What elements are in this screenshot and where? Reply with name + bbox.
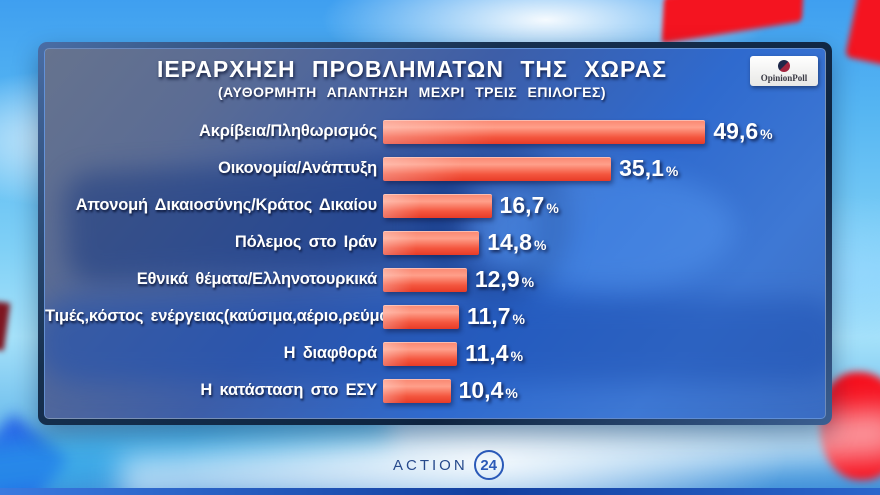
bar-label: Εθνικά θέματα/Ελληνοτουρκικά (136, 270, 378, 288)
bar-row: Ακρίβεια/Πληθωρισμός 49,6% (45, 113, 825, 150)
bar-value-wrap: 11,4% (465, 340, 523, 367)
bar-label: Οικονομία/Ανάπτυξη (218, 159, 377, 177)
bar-rows: Ακρίβεια/Πληθωρισμός 49,6% Οικονομία/Ανά… (45, 113, 825, 409)
bar (383, 230, 480, 255)
bar-unit: % (533, 237, 547, 253)
bar-row: Απονομή Δικαιοσύνης/Κράτος Δικαίου 16,7% (45, 187, 825, 224)
bar-value: 14,8 (487, 229, 532, 255)
bar-value-wrap: 12,9% (475, 266, 534, 293)
bar-value-wrap: 49,6% (713, 118, 772, 145)
channel-logo: ACTION 24 (393, 450, 504, 480)
bar-label: Η κατάσταση στο ΕΣΥ (200, 381, 377, 399)
red-accent-right-top (844, 0, 880, 66)
red-accent-left (0, 301, 11, 351)
bar-row: Πόλεμος στο Ιράν 14,8% (45, 224, 825, 261)
bar (383, 119, 706, 144)
bar-value-wrap: 35,1% (619, 155, 678, 182)
bar-unit: % (665, 163, 679, 179)
bar-row: Εθνικά θέματα/Ελληνοτουρκικά 12,9% (45, 261, 825, 298)
bar-label: Η διαφθορά (283, 344, 378, 362)
channel-name: ACTION (393, 456, 468, 474)
pollster-logo: OpinionPoll (750, 56, 818, 86)
bar (383, 304, 460, 329)
bar-value-wrap: 14,8% (487, 229, 546, 256)
bar (383, 156, 612, 181)
bar-unit: % (521, 274, 535, 290)
bar-value-wrap: 11,7% (467, 303, 525, 330)
pollster-circle-icon (778, 59, 790, 72)
bar-value: 11,4 (465, 340, 509, 366)
bar-label: Απονομή Δικαιοσύνης/Κράτος Δικαίου (75, 196, 377, 214)
bar (383, 378, 451, 403)
bar-value: 35,1 (619, 155, 664, 181)
chart-panel-inner: ΙΕΡΑΡΧΗΣΗ ΠΡΟΒΛΗΜΑΤΩΝ ΤΗΣ ΧΩΡΑΣ (ΑΥΘΟΡΜΗ… (44, 48, 826, 419)
chart-panel: ΙΕΡΑΡΧΗΣΗ ΠΡΟΒΛΗΜΑΤΩΝ ΤΗΣ ΧΩΡΑΣ (ΑΥΘΟΡΜΗ… (38, 42, 832, 425)
bar-label: Τιμές,κόστος ενέργειας(καύσιμα,αέριο,ρεύ… (45, 307, 395, 325)
bottom-strip (0, 488, 880, 495)
bar (383, 341, 458, 366)
bar-label: Πόλεμος στο Ιράν (234, 233, 377, 251)
bar-value: 11,7 (467, 303, 511, 329)
bar-unit: % (760, 126, 773, 142)
bar-value: 12,9 (474, 266, 520, 292)
channel-number: 24 (480, 456, 498, 474)
bar-value-wrap: 10,4% (459, 377, 518, 404)
bar-row: Οικονομία/Ανάπτυξη 35,1% (45, 150, 825, 187)
bar-unit: % (510, 348, 524, 364)
red-accent-top (661, 0, 805, 44)
bar-unit: % (512, 311, 525, 327)
bar-value: 16,7 (499, 192, 545, 218)
bar (383, 193, 492, 218)
bar-row: Η κατάσταση στο ΕΣΥ 10,4% (45, 372, 825, 409)
bar-value: 10,4 (458, 377, 504, 403)
channel-number-circle-icon: 24 (473, 450, 504, 480)
pollster-name: OpinionPoll (760, 72, 808, 83)
bar-value-wrap: 16,7% (500, 192, 559, 219)
bar (383, 267, 467, 292)
bar-label: Ακρίβεια/Πληθωρισμός (199, 122, 377, 140)
bar-unit: % (505, 385, 518, 401)
bar-value: 49,6 (713, 118, 759, 144)
bar-unit: % (546, 200, 559, 216)
chart-header: ΙΕΡΑΡΧΗΣΗ ΠΡΟΒΛΗΜΑΤΩΝ ΤΗΣ ΧΩΡΑΣ (ΑΥΘΟΡΜΗ… (45, 49, 825, 100)
chart-title: ΙΕΡΑΡΧΗΣΗ ΠΡΟΒΛΗΜΑΤΩΝ ΤΗΣ ΧΩΡΑΣ (156, 56, 668, 82)
watermark-glow (475, 169, 735, 289)
bar-row: Τιμές,κόστος ενέργειας(καύσιμα,αέριο,ρεύ… (45, 298, 825, 335)
chart-subtitle: (ΑΥΘΟΡΜΗΤΗ ΑΠΑΝΤΗΣΗ ΜΕΧΡΙ ΤΡΕΙΣ ΕΠΙΛΟΓΕΣ… (217, 84, 607, 100)
bar-row: Η διαφθορά 11,4% (45, 335, 825, 372)
